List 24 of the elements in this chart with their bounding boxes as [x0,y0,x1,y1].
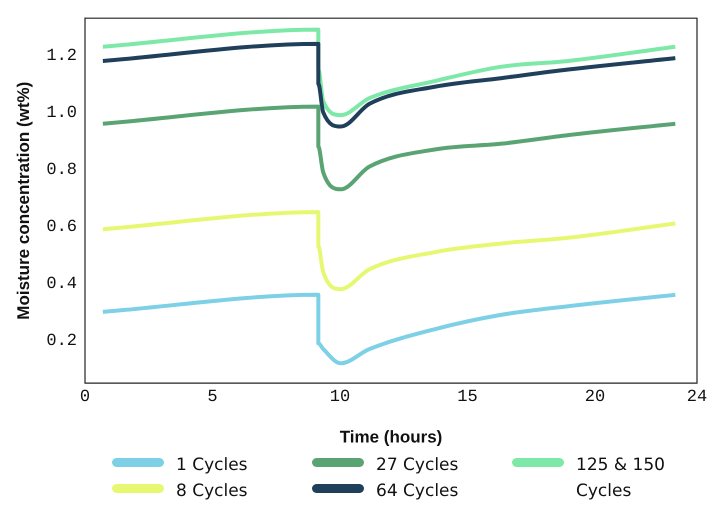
x-tick-label: 15 [457,388,478,407]
x-tick-label: 5 [207,388,218,407]
legend-label: 27 Cycles [376,454,460,477]
y-axis-title: Moisture concentration (wt%) [14,82,33,320]
x-axis-title: Time (hours) [340,427,442,446]
legend-label: 1 Cycles [176,454,249,477]
x-tick-label: 20 [584,388,606,407]
y-tick-label: 0.8 [46,160,78,180]
line-series [100,292,678,366]
y-tick-label: 1.2 [46,46,78,66]
legend-label: 64 Cycles [376,480,460,503]
y-tick-label: 0.2 [46,332,78,351]
legend-label: 125 & 150 Cycles [576,454,666,503]
line-series [100,104,678,192]
y-tick-label: 0.6 [46,218,78,237]
x-tick-label: 24 [686,388,708,407]
line-series [100,42,678,129]
legend-label: 8 Cycles [176,480,249,503]
x-tick-label: 0 [80,388,90,407]
line-series [100,210,678,292]
line-series [100,28,678,118]
x-tick-label: 10 [330,388,350,407]
y-tick-label: 0.4 [46,274,78,294]
y-tick-label: 1.0 [46,104,78,123]
